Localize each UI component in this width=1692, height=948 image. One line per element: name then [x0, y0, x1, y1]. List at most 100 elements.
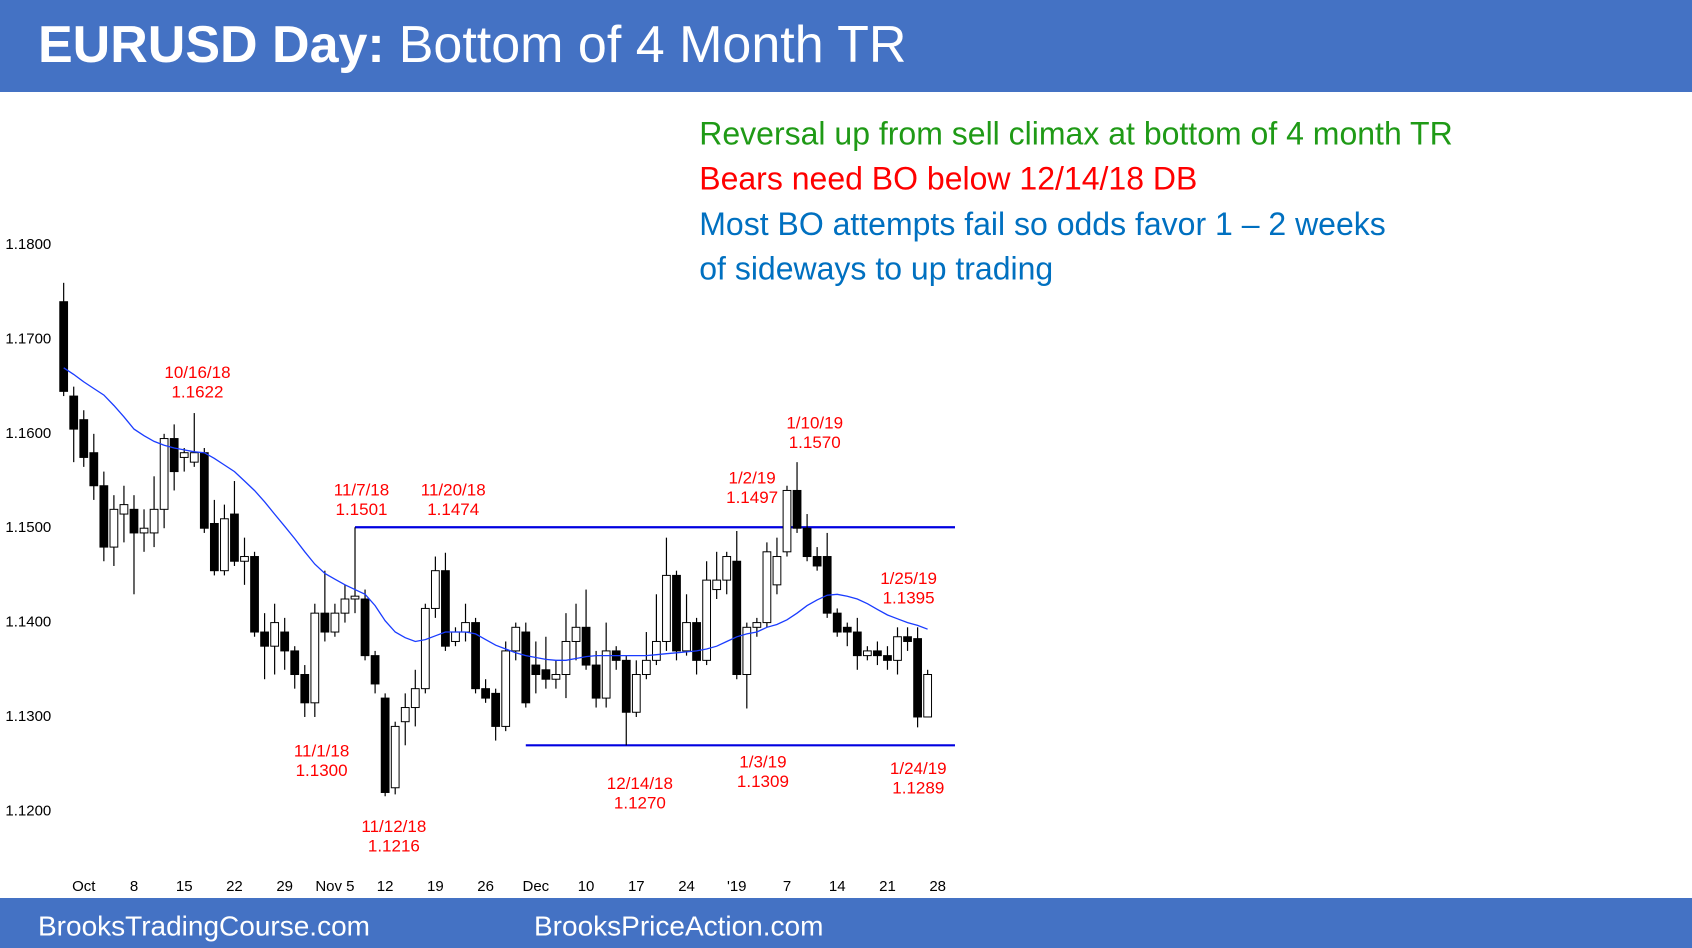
candle-body: [893, 636, 902, 661]
x-tick-label: 8: [130, 878, 138, 895]
candle-body: [280, 631, 290, 652]
candle-body: [873, 650, 882, 657]
candle-body: [451, 631, 460, 642]
candle-body: [682, 622, 691, 652]
y-tick-label: 1.1300: [5, 708, 51, 725]
candle-body: [862, 650, 872, 657]
candle-body: [420, 607, 430, 690]
candle-body: [320, 612, 330, 633]
candle-body: [250, 556, 259, 633]
annotation-date: 11/20/18: [421, 480, 486, 499]
title: EURUSD Day: Bottom of 4 Month TR: [38, 16, 906, 74]
annotation-price: 1.1300: [296, 761, 348, 780]
candle-body: [310, 612, 320, 704]
x-tick-label: 21: [879, 878, 896, 895]
x-tick-label: 19: [427, 878, 444, 895]
candle-body: [79, 419, 89, 458]
x-tick-label: 15: [176, 878, 193, 895]
candle-body: [752, 622, 762, 628]
candle-body: [531, 664, 541, 676]
candle-body: [511, 626, 521, 652]
annotation-price: 1.1497: [726, 488, 778, 507]
candle-body: [842, 626, 852, 633]
x-tick-label: 24: [678, 878, 695, 895]
candle-body: [119, 504, 129, 515]
x-tick-label: '19: [727, 878, 747, 895]
annotation-price: 1.1289: [892, 778, 944, 797]
x-tick-label: Oct: [72, 878, 96, 895]
candle-body: [732, 560, 742, 676]
candle-body: [300, 674, 310, 704]
note-line: Most BO attempts fail so odds favor 1 – …: [699, 206, 1386, 242]
candle-body: [159, 438, 169, 510]
title-rest: Bottom of 4 Month TR: [399, 16, 907, 74]
candle-body: [199, 452, 209, 529]
candle-body: [129, 508, 139, 534]
annotation-price: 1.1309: [737, 772, 789, 791]
y-tick-label: 1.1600: [5, 425, 51, 442]
annotation-date: 11/7/18: [334, 480, 389, 499]
x-tick-label: Nov 5: [315, 878, 354, 895]
candle-body: [852, 631, 862, 657]
candle-body: [702, 579, 712, 661]
candle-body: [69, 395, 79, 430]
annotation-price: 1.1622: [171, 382, 223, 401]
candle-body: [601, 650, 611, 699]
candle-body: [792, 489, 802, 529]
candle-body: [340, 598, 350, 614]
x-tick-label: 12: [377, 878, 394, 895]
candle-body: [772, 556, 782, 586]
header-bar: [0, 0, 1692, 92]
candle-body: [189, 452, 199, 463]
candle-body: [330, 612, 340, 633]
candle-body: [712, 579, 722, 591]
y-tick-label: 1.1800: [5, 236, 51, 253]
annotation-date: 1/3/19: [739, 752, 786, 771]
candle-body: [722, 556, 732, 581]
candle-body: [501, 650, 511, 727]
moving-average: [63, 367, 928, 661]
candle-body: [230, 513, 239, 562]
note-line: Reversal up from sell climax at bottom o…: [699, 115, 1452, 151]
candle-body: [742, 626, 752, 676]
candle-body: [641, 659, 651, 676]
candle-body: [491, 692, 501, 727]
candle-body: [169, 438, 179, 473]
candle-body: [471, 622, 480, 690]
candle-body: [903, 636, 912, 642]
candle-body: [461, 622, 470, 633]
annotation-date: 1/2/19: [728, 469, 775, 488]
candle-body: [832, 612, 842, 633]
candle-body: [631, 674, 641, 713]
candle-body: [209, 522, 219, 572]
candle-body: [270, 622, 280, 647]
note-line: of sideways to up trading: [699, 250, 1053, 286]
candle-body: [481, 688, 490, 699]
candle-body: [220, 518, 229, 572]
candle-body: [591, 664, 601, 699]
annotation-price: 1.1570: [789, 433, 841, 452]
candle-body: [290, 650, 300, 676]
footer-bar: [0, 898, 1692, 948]
annotation-date: 11/12/18: [361, 817, 426, 836]
x-tick-label: 29: [276, 878, 293, 895]
y-tick-label: 1.1400: [5, 614, 51, 631]
x-tick-label: 17: [628, 878, 645, 895]
candle-body: [652, 640, 661, 661]
chart: 1.1200 1.1300 1.1400 1.1500 1.1600 1.1700 1.18…: [5, 236, 955, 895]
title-bold: EURUSD Day:: [38, 16, 385, 74]
note-line: Bears need BO below 12/14/18 DB: [699, 161, 1197, 197]
candle-body: [581, 626, 591, 666]
x-tick-label: 22: [226, 878, 243, 895]
candle-body: [109, 508, 119, 548]
candle-body: [240, 556, 249, 562]
candle-body: [672, 574, 681, 652]
candle-body: [370, 655, 380, 685]
candle-body: [400, 707, 410, 723]
annotation-price: 1.1501: [335, 500, 387, 519]
y-tick-label: 1.1500: [5, 519, 51, 536]
candle-body: [802, 527, 812, 558]
candle-body: [521, 631, 531, 704]
candle-body: [662, 574, 671, 642]
annotation-date: 1/25/19: [880, 569, 937, 588]
